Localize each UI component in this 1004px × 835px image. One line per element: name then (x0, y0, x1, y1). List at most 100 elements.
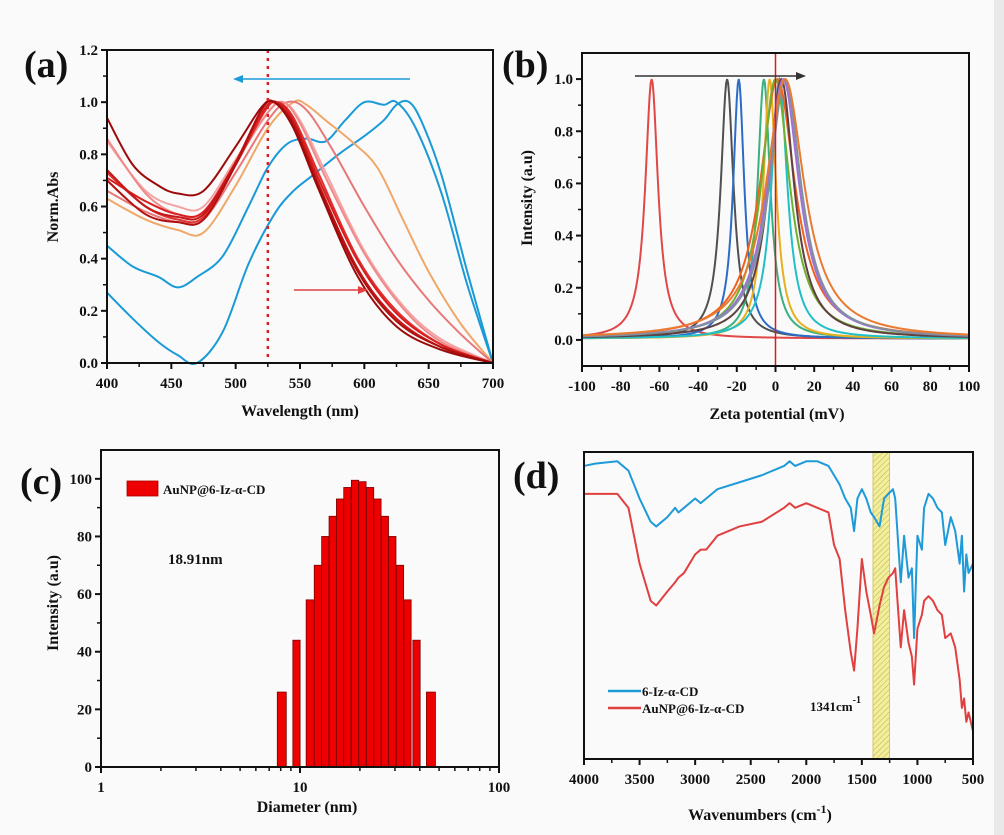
panel-a-ticks: 400 450 500 550 600 650 700 0.0 0.2 0.4 0.6 0.8 1.0 1… (79, 43, 504, 392)
panel-b-xtick-label: -20 (727, 379, 747, 395)
panel-a-xtick-label: 400 (96, 376, 119, 392)
panel-d-xtick-label: 1500 (847, 772, 877, 788)
panel-d-line-1 (584, 492, 974, 732)
panel-d-series (583, 460, 974, 732)
panel-d-xlabel: Wavenumbers (cm-1) (688, 802, 832, 824)
panel-c-bar (305, 599, 314, 768)
panel-c-bar (328, 515, 337, 768)
panel-a-xtick-label: 550 (289, 376, 312, 392)
panel-c-bar (395, 564, 405, 768)
panel-b-xtick-label: -80 (611, 379, 631, 395)
panel-d-legend-label-1: AuNP@6-Iz-α-CD (642, 701, 744, 716)
panel-a-ytick-label: 0.2 (79, 304, 98, 320)
panel-c-bar (388, 536, 397, 768)
panel-c-annotation: 18.91nm (168, 552, 223, 568)
panel-b-ytick-label: 0.4 (554, 229, 573, 245)
panel-a-ytick-label: 0.0 (79, 356, 98, 372)
panel-c-bar (403, 599, 412, 768)
panel-a-xtick-label: 650 (417, 376, 440, 392)
panel-c-ticks: 1 10 100 0 20 40 60 80 100 (70, 472, 511, 796)
panel-c-bar (313, 564, 322, 768)
panel-b-ytick-label: 0.2 (554, 281, 573, 297)
panel-a-xtick-label: 700 (482, 376, 505, 392)
panel-a-xlabel: Wavelength (nm) (241, 403, 359, 420)
panel-c-bar (366, 487, 375, 768)
panel-d-band-rect (872, 451, 891, 760)
panel-c-bar (336, 498, 345, 768)
panel-c-legend-label: AuNP@6-Iz-α-CD (163, 482, 265, 497)
panel-c-ytick-label: 100 (70, 472, 93, 488)
panel-b-xtick-label: 20 (807, 379, 822, 395)
panel-c-ytick-label: 60 (77, 587, 92, 603)
panel-c-legend-swatch (126, 480, 159, 497)
panel-c-bar (426, 691, 436, 768)
panel-c-bar (350, 479, 360, 768)
panel-b-xtick-label: -40 (688, 379, 708, 395)
panel-a-ytick-label: 0.4 (79, 252, 98, 268)
right-margin (994, 0, 1004, 835)
panel-a-line-red-2 (106, 100, 494, 364)
panel-d-ticks: 4000 3500 3000 2500 2000 1500 1000 500 (569, 759, 984, 788)
panel-d-legend-label-0: 6-Iz-α-CD (642, 684, 698, 699)
panel-a-annotations (233, 50, 410, 363)
panel-b-xlabel: Zeta potential (mV) (709, 406, 844, 423)
panel-a: (a) 400 450 500 550 600 650 700 0.0 0.2 0.4 0.6 0.8… (24, 43, 504, 420)
panel-a-series (106, 99, 494, 365)
panel-d-label: (d) (513, 455, 559, 497)
panel-b-ytick-label: 0.0 (554, 333, 573, 349)
panel-c-label: (c) (20, 461, 62, 503)
panel-c: (c) 1 10 100 0 20 40 60 80 100 AuNP@6-Iz-α-CD 18… (20, 449, 511, 816)
panel-d-highlight-band (872, 451, 891, 760)
panel-c-ytick-label: 0 (85, 760, 93, 776)
panel-c-xtick-label: 1 (97, 780, 105, 796)
panel-b-xtick-label: 0 (772, 379, 780, 395)
panel-b-xtick-label: 60 (884, 379, 899, 395)
panel-b: (b) -100 -80 -60 -40 -20 0 20 40 60 80 100 0.0 0.2 0.… (502, 44, 980, 423)
panel-b-ylabel: Intensity (a.u) (519, 150, 536, 246)
panel-d-annotation: 1341cm-1 (810, 695, 861, 714)
panel-a-red-arrowhead (358, 286, 368, 294)
panel-a-line-orange (106, 99, 494, 364)
panel-b-ytick-label: 0.6 (554, 176, 573, 192)
panel-d-xtick-label: 3500 (625, 772, 655, 788)
panel-b-label: (b) (502, 44, 548, 86)
panel-c-xlabel: Diameter (nm) (257, 799, 358, 816)
panel-d-xtick-label: 2500 (736, 772, 766, 788)
panel-c-bar (373, 498, 382, 768)
panel-a-xtick-label: 500 (224, 376, 247, 392)
panel-a-ylabel: Norm.Abs (45, 172, 62, 243)
panel-a-frame (106, 49, 494, 364)
panel-a-blue-arrowhead (233, 75, 243, 83)
panel-b-arrowhead (796, 72, 806, 80)
panel-a-line-darkred-2 (106, 99, 494, 364)
panel-b-xtick-label: -100 (568, 379, 596, 395)
panel-b-xtick-label: -60 (649, 379, 669, 395)
panel-d: (d) 4000 3500 3000 2500 2000 1500 1000 500 6-Iz… (513, 451, 984, 824)
panel-b-xtick-label: 80 (923, 379, 938, 395)
panel-b-ytick-label: 0.8 (554, 124, 573, 140)
panel-a-ytick-label: 0.6 (79, 200, 98, 216)
panel-c-ylabel: Intensity (a.u) (45, 555, 62, 651)
panel-d-xtick-label: 3000 (680, 772, 710, 788)
panel-a-label: (a) (24, 44, 68, 86)
panel-a-ytick-label: 1.0 (79, 95, 98, 111)
panel-c-bar (276, 691, 287, 768)
panel-d-xtick-label: 4000 (569, 772, 599, 788)
panel-d-line-0 (583, 460, 974, 640)
panel-b-annotations (635, 53, 806, 366)
panel-c-ytick-label: 20 (77, 702, 92, 718)
panel-c-ytick-label: 40 (77, 645, 92, 661)
panel-c-bar (292, 639, 301, 768)
panel-c-bar (358, 481, 367, 768)
panel-a-ytick-label: 1.2 (79, 43, 98, 59)
panel-c-bar (380, 515, 389, 768)
panel-c-bar (321, 536, 330, 768)
panel-d-xtick-label: 2000 (791, 772, 821, 788)
panel-c-xtick-label: 10 (293, 780, 308, 796)
panel-c-bar (343, 487, 352, 768)
panel-c-ytick-label: 80 (77, 529, 92, 545)
panel-d-xtick-label: 500 (962, 772, 985, 788)
panel-a-xtick-label: 600 (353, 376, 376, 392)
